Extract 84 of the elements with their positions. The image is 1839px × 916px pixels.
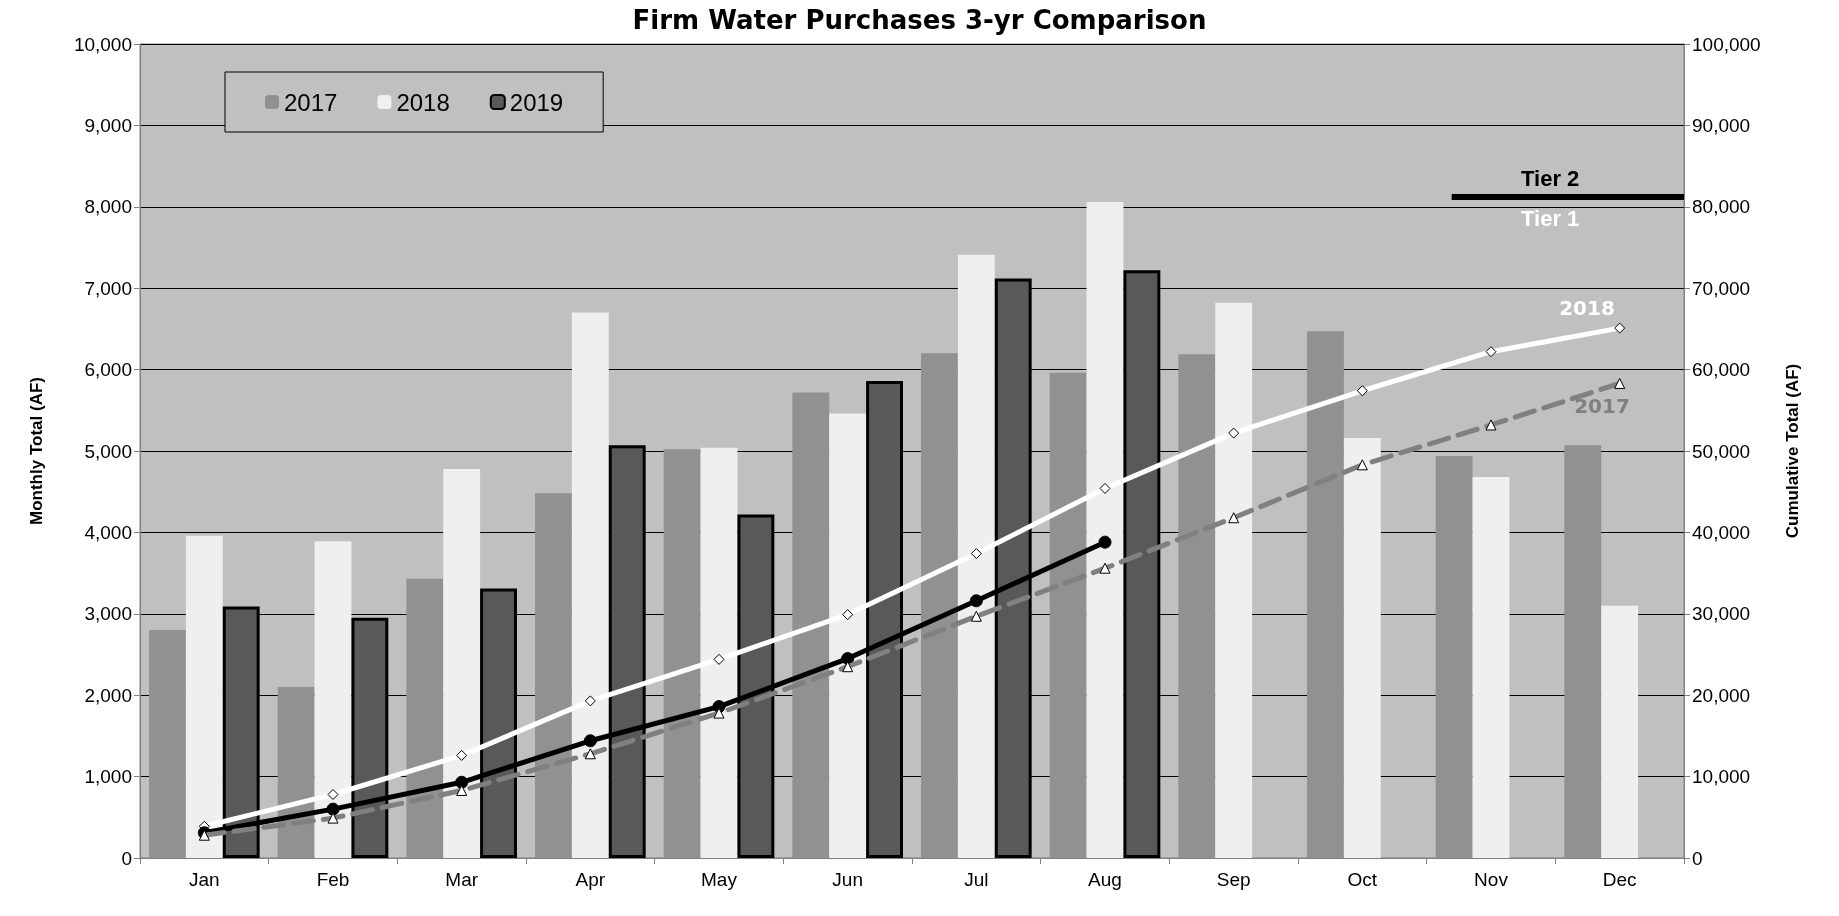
y2-tick-label: 100,000 [1692,33,1761,55]
y2-tick-label: 0 [1692,847,1703,869]
point [970,548,982,560]
y2-tick-label: 60,000 [1692,359,1751,381]
bar [1178,354,1216,858]
point [456,749,468,761]
point [969,594,983,608]
series-label: 2018 [1559,295,1615,320]
bar [1472,477,1510,858]
bar [406,578,444,858]
annotation: Tier 1 [1521,205,1580,231]
bar [663,449,701,858]
legend-label: 2017 [284,88,338,116]
bar [921,353,958,858]
y2-tick-label: 10,000 [1692,766,1751,788]
bar [277,687,315,858]
point [327,789,339,801]
y-tick-label: 4,000 [84,521,132,543]
bar [149,630,186,858]
bar [185,535,223,858]
x-tick-label: Aug [1088,869,1122,890]
bar [700,447,738,858]
y-tick-label: 6,000 [84,359,132,381]
y2-axis-title: Cumulative Total (AF) [1783,363,1802,539]
point [1228,427,1240,439]
x-tick-label: Feb [316,869,350,890]
ref-line-label: Tier 2 [1521,165,1580,191]
point [1614,322,1626,334]
legend-label: 2019 [509,88,564,116]
x-tick-label: Apr [575,869,606,890]
bar [314,541,352,858]
bar [1343,437,1381,858]
bar [1215,302,1253,858]
bar [571,312,609,858]
bar [1049,372,1087,858]
y-tick-label: 9,000 [84,114,132,136]
y2-tick-label: 30,000 [1692,603,1751,625]
y-axis-title: Monthly Total (AF) [27,377,46,525]
point [713,653,725,665]
x-tick-label: Dec [1602,869,1637,890]
y2-tick-label: 20,000 [1692,684,1751,706]
x-tick-label: Jul [964,869,989,890]
bar [1307,331,1344,858]
bar [957,254,995,858]
point [1356,385,1368,397]
y-tick-label: 0 [121,847,132,869]
point [1485,346,1497,358]
point [1098,535,1112,549]
x-tick-label: Oct [1347,869,1378,890]
x-tick-label: Jan [189,869,220,890]
bar [829,413,867,858]
point [455,775,469,789]
y-tick-label: 3,000 [84,603,132,625]
point [326,802,340,816]
legend-label: 2018 [396,88,450,116]
x-tick-label: Sep [1216,869,1251,890]
x-tick-label: Nov [1474,869,1509,890]
point [1099,482,1111,494]
chart-title: Firm Water Purchases 3-yr Comparison [632,5,1207,35]
x-tick-label: Jun [832,869,863,890]
y2-tick-label: 80,000 [1692,196,1751,218]
y-tick-label: 1,000 [84,766,132,788]
y-tick-label: 2,000 [84,684,132,706]
y2-tick-label: 50,000 [1692,440,1751,462]
point [583,734,597,748]
bar [1086,201,1124,858]
point [842,609,854,621]
series-label: 2017 [1574,393,1630,418]
bar [535,493,572,858]
bar [1435,455,1473,858]
y-tick-label: 7,000 [84,277,132,299]
bar [443,468,481,858]
y-tick-label: 8,000 [84,196,132,218]
y-tick-label: 10,000 [73,33,132,55]
bar [792,392,830,858]
point [584,695,596,707]
bar [1601,605,1639,858]
y2-tick-label: 40,000 [1692,521,1751,543]
x-tick-label: Mar [445,869,479,890]
y2-tick-label: 70,000 [1692,277,1751,299]
y-tick-label: 5,000 [84,440,132,462]
x-tick-label: May [701,869,738,890]
y2-tick-label: 90,000 [1692,114,1751,136]
bar [1564,445,1602,858]
